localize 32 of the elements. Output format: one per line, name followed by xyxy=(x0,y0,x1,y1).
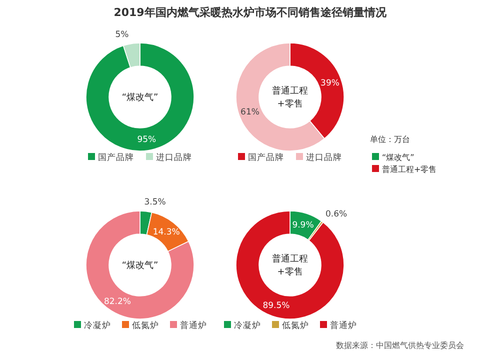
data-label: 5% xyxy=(115,30,129,40)
legend-label: 国产品牌 xyxy=(98,152,134,163)
legend-label: 普通炉 xyxy=(180,320,207,331)
data-label: 14.3% xyxy=(152,228,180,238)
text: “煤改气” xyxy=(122,260,158,271)
donut-slice xyxy=(236,210,344,320)
data-label: 61% xyxy=(240,107,260,118)
text: 2019年国内燃气采暖热水炉市场不同销售途径销量情况 xyxy=(114,6,388,19)
text: 普通工程 +零售 xyxy=(272,86,308,110)
data-label: 9.9% xyxy=(292,220,314,231)
text: “煤改气” xyxy=(382,153,414,162)
donut-slice xyxy=(86,42,194,152)
legend-label: 进口品牌 xyxy=(156,152,192,163)
text: “煤改气” xyxy=(122,92,158,103)
data-label: 95% xyxy=(137,134,156,145)
legend-label: 冷凝炉 xyxy=(84,320,111,331)
data-label: 0.6% xyxy=(325,210,348,220)
legend-label: 普通炉 xyxy=(330,320,357,331)
text: 单位：万台 xyxy=(370,135,410,144)
data-label: 82.2% xyxy=(104,297,131,308)
legend-label: 冷凝炉 xyxy=(234,320,261,331)
legend-label: 低氮炉 xyxy=(282,320,309,331)
data-label: 89.5% xyxy=(262,301,290,312)
data-label: 39% xyxy=(320,78,340,89)
text: 普通工程+零售 xyxy=(382,165,437,174)
legend-label: 低氮炉 xyxy=(132,320,159,331)
text: 普通工程 +零售 xyxy=(272,254,308,278)
donut-slice xyxy=(86,210,194,320)
legend-label: 国产品牌 xyxy=(248,152,284,163)
legend-label: 进口品牌 xyxy=(306,152,342,163)
source-note: 数据来源：中国燃气供热专业委员会 xyxy=(336,341,464,350)
data-label: 3.5% xyxy=(144,197,166,208)
